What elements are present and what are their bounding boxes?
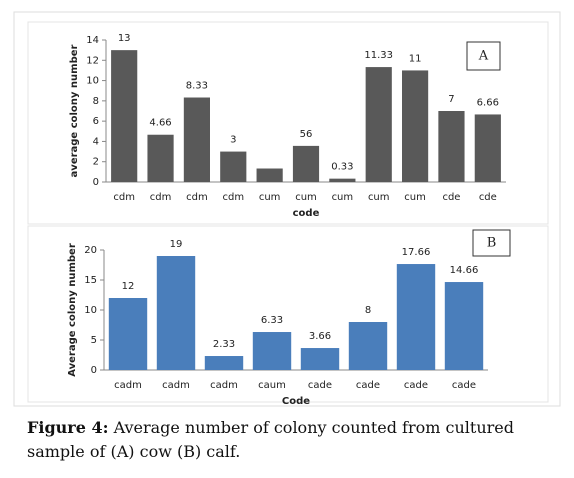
x-tick-label: cadm [114,380,142,391]
x-tick-label: cum [332,192,354,203]
data-label: 3.66 [309,331,331,342]
x-tick-label: caum [258,380,286,391]
x-tick-label: cde [479,192,497,203]
bar [396,264,436,370]
bar [329,178,356,182]
bar [204,356,244,370]
data-label: 14.66 [450,265,479,276]
bar [111,50,138,183]
bar [300,348,340,370]
x-tick-label: cadm [210,380,238,391]
y-tick-label: 0 [93,177,99,188]
data-label: 19 [170,239,183,250]
x-axis-label: Code [282,396,310,407]
data-label: 11.33 [364,50,393,61]
annotation: 56 [300,129,313,140]
x-tick-label: cdm [222,192,244,203]
x-tick-label: cde [442,192,460,203]
y-tick-label: 12 [86,55,99,66]
y-tick-label: 2 [93,157,99,168]
x-tick-label: cdm [113,192,135,203]
data-label: 11 [409,53,422,64]
bar [256,168,283,182]
panel-label: B [487,236,497,251]
x-tick-label: cadm [162,380,190,391]
bar [252,332,292,370]
data-label: 17.66 [402,247,431,258]
x-tick-label: cdm [186,192,208,203]
data-label: 0.33 [331,162,353,173]
caption: Figure 4: Average number of colony count… [27,416,557,464]
x-tick-label: cade [404,380,428,391]
panel-frame [27,21,549,225]
bar [147,134,174,182]
caption-text: Average number of colony counted from cu… [27,418,514,461]
bar [348,322,388,370]
y-tick-label: 6 [93,116,99,127]
panel-label-box [466,41,501,71]
bar [220,151,247,182]
y-tick-label: 20 [84,245,97,256]
bar [444,282,484,370]
bar [474,114,501,182]
charts: 0 2 4 6 8 10 12 14 cdm 13 cdm 4.66 cdm 8.33 cdm 3 cum cum… [13,11,561,407]
y-tick-label: 10 [86,76,99,87]
bar [156,256,196,370]
data-label: 8 [365,305,371,316]
data-label: 8.33 [186,81,208,92]
caption-label: Figure 4: [27,418,109,437]
y-tick-label: 15 [84,275,97,286]
y-tick-label: 10 [84,305,97,316]
y-tick-label: 0 [91,365,97,376]
data-label: 6.33 [261,315,283,326]
x-tick-label: cade [356,380,380,391]
data-label: 6.66 [477,97,499,108]
bar [438,111,465,182]
bar [402,70,429,182]
data-label: 3 [230,135,236,146]
y-tick-label: 5 [91,335,97,346]
bar [292,145,320,182]
y-tick-label: 14 [86,35,99,46]
x-tick-label: cade [452,380,476,391]
panel-label: A [478,49,489,64]
y-axis-label: Average colony number [67,243,78,377]
x-tick-label: cum [295,192,317,203]
data-label: 2.33 [213,339,235,350]
panel-label-box [472,229,511,257]
y-tick-label: 4 [93,136,99,147]
y-tick-label: 8 [93,96,99,107]
x-tick-label: cum [368,192,390,203]
y-axis-label: average colony number [69,44,80,177]
bar [108,298,148,370]
data-label: 12 [122,281,135,292]
x-tick-label: cade [308,380,332,391]
data-label: 4.66 [149,118,171,129]
frame [13,11,561,407]
bar [365,67,392,182]
data-label: 13 [118,33,131,44]
panel-frame [27,225,549,403]
data-label: 7 [448,94,454,105]
x-axis-label: code [293,208,320,219]
x-tick-label: cum [259,192,281,203]
x-tick-label: cum [404,192,426,203]
bar [183,97,210,182]
x-tick-label: cdm [150,192,172,203]
